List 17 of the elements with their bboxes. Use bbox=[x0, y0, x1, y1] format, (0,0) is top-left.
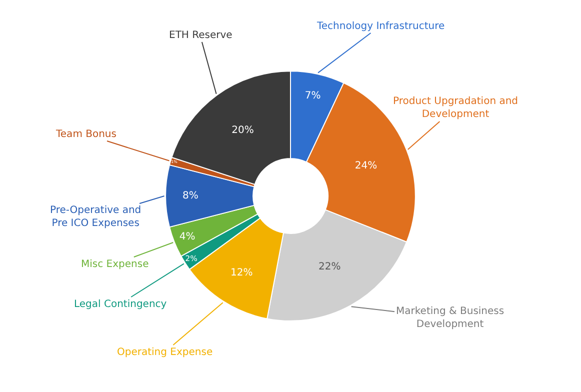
slice-label: Misc Expense bbox=[81, 259, 149, 270]
data-label: 20% bbox=[232, 124, 254, 136]
slice-label: Pre-Operative and Pre ICO Expenses bbox=[50, 205, 142, 229]
slice-label: Technology Infrastructure bbox=[316, 21, 445, 32]
slice-label: Product Upgradation and Development bbox=[393, 96, 518, 120]
slice-label: Operating Expense bbox=[117, 347, 213, 358]
data-label: 4% bbox=[179, 231, 196, 242]
slice-label: Legal Contingency bbox=[74, 299, 167, 310]
slice-label: ETH Reserve bbox=[169, 30, 232, 41]
data-label: 7% bbox=[304, 90, 321, 102]
data-label: 2% bbox=[185, 254, 198, 263]
data-label: 8% bbox=[182, 190, 198, 202]
data-label: 12% bbox=[230, 268, 253, 279]
slice-label: Marketing & Business Development bbox=[396, 306, 504, 330]
slice-label: Team Bonus bbox=[55, 129, 116, 140]
data-label: 24% bbox=[354, 160, 378, 172]
data-label: 22% bbox=[318, 262, 341, 273]
